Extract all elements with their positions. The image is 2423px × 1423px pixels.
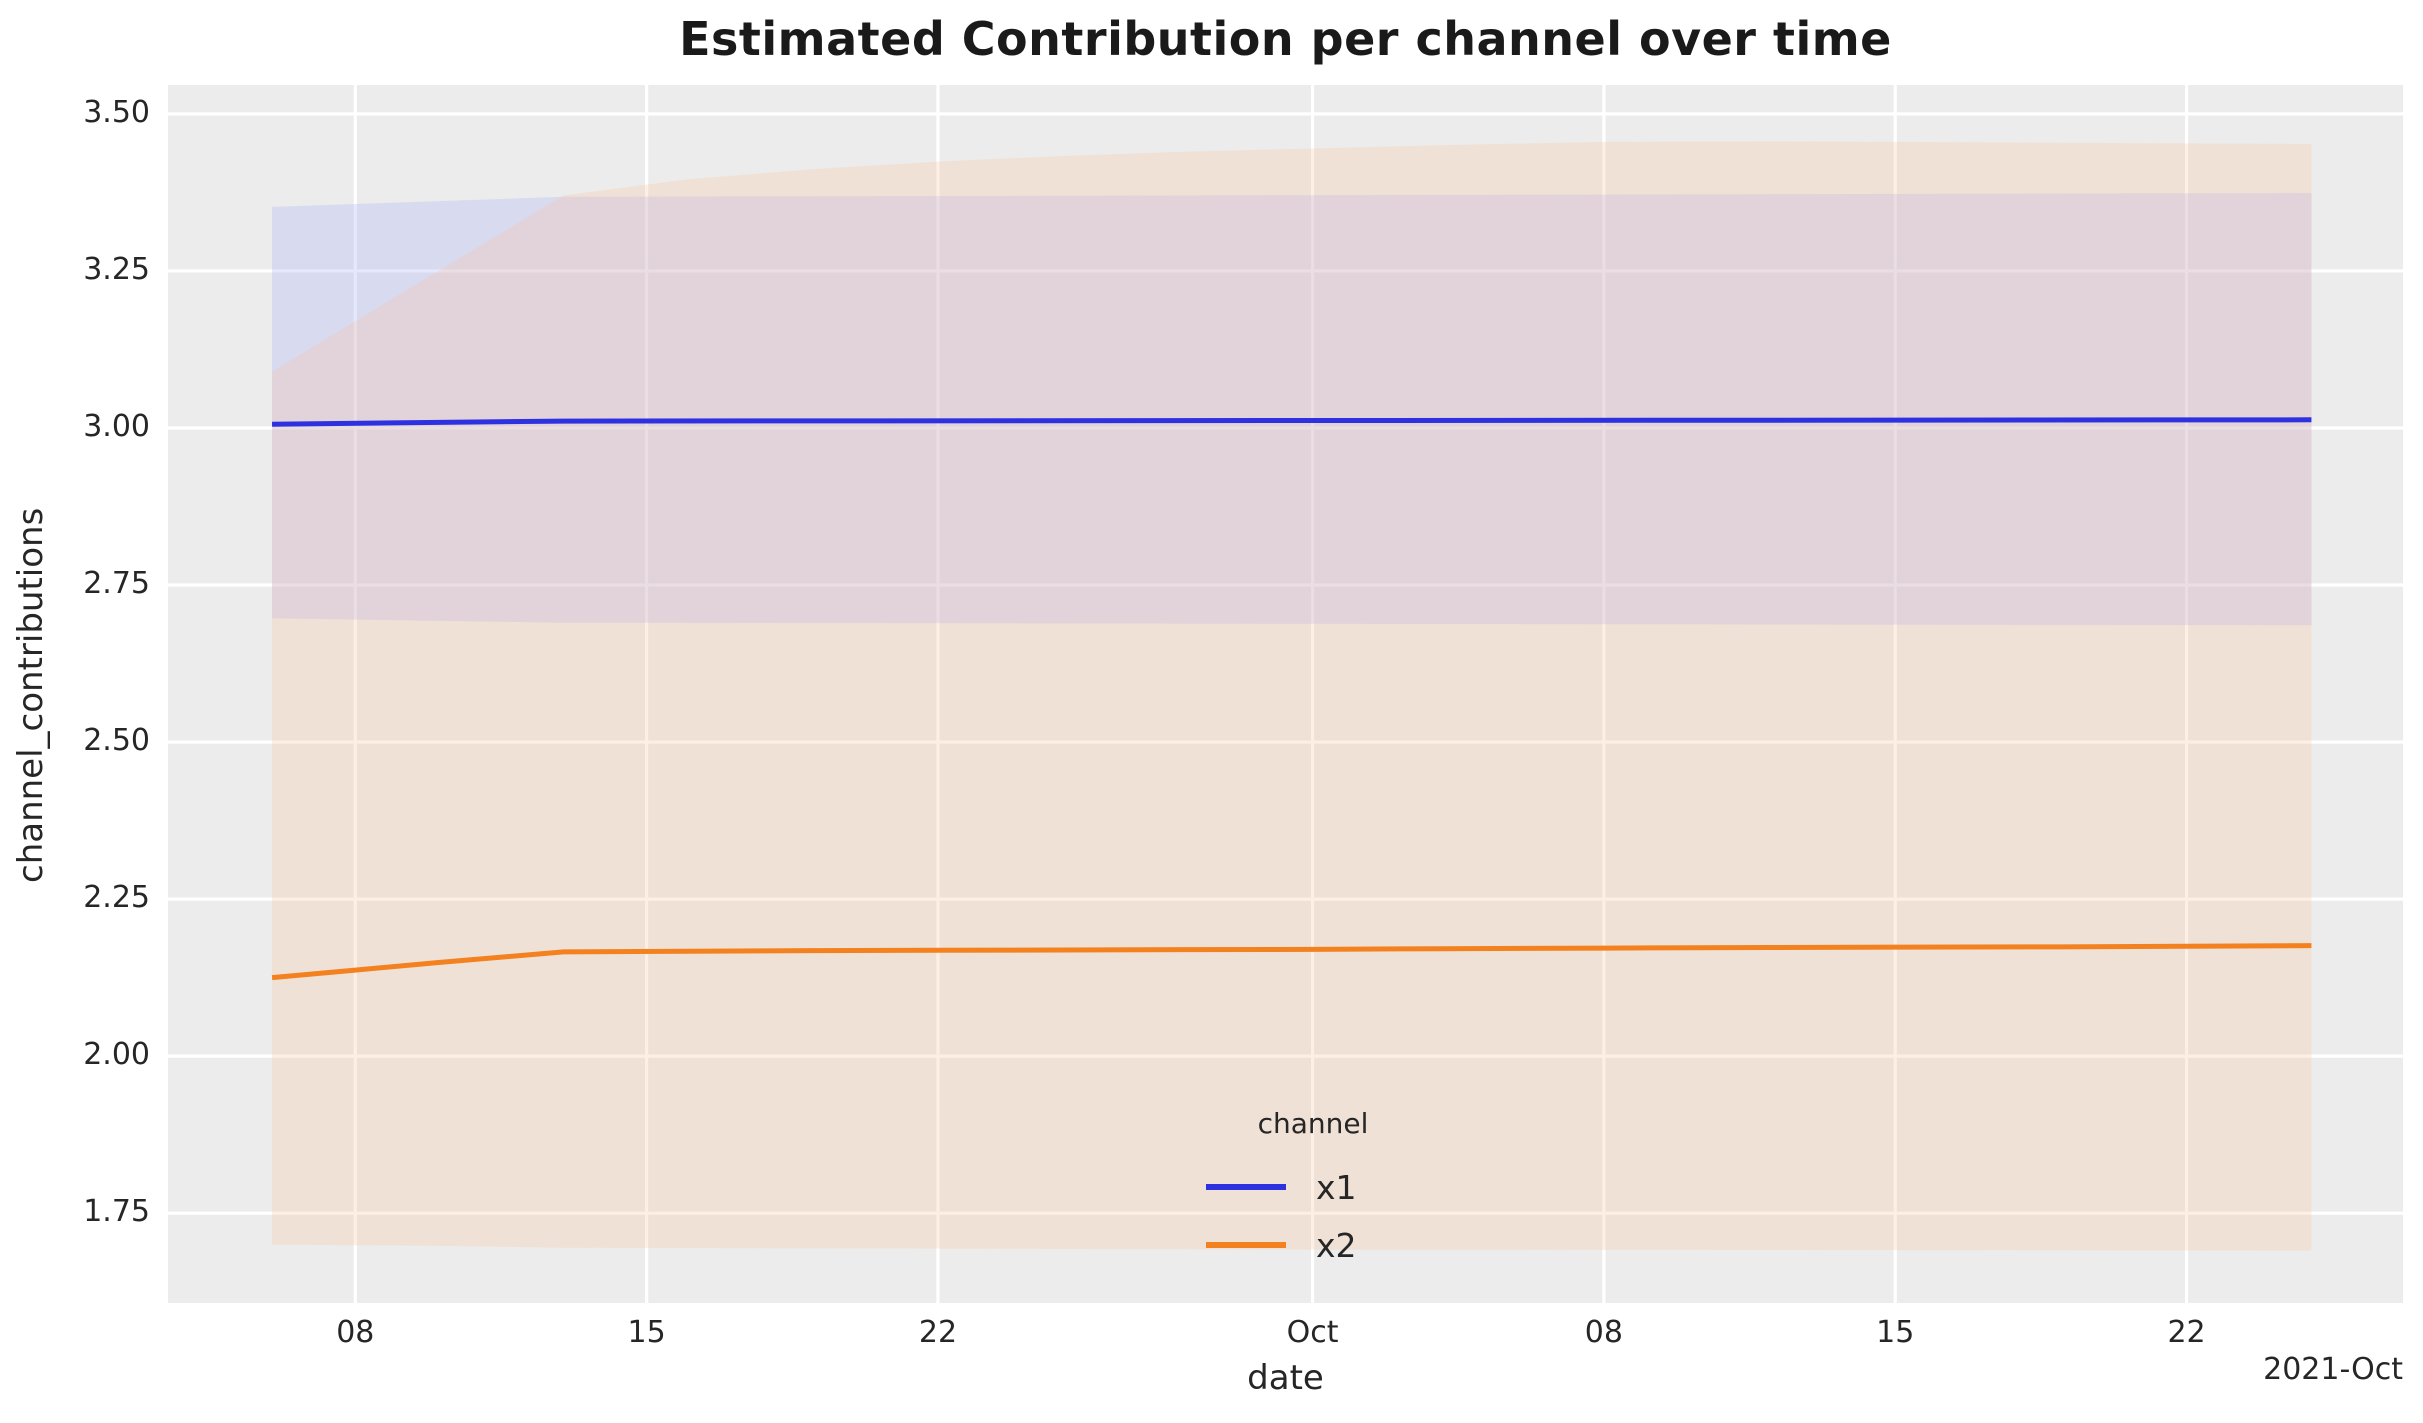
y-tick-label: 3.25 [83,251,150,287]
y-tick-label: 1.75 [83,1194,150,1230]
hdi-band-x1 [272,193,2312,626]
x-tick-label: Oct [1286,1315,1339,1350]
x-axis-offset-label: 2021-Oct [2263,1352,2403,1387]
mean-line-x2 [271,943,2312,981]
x-tick-label: 08 [336,1315,375,1350]
legend-swatch-x2 [1206,1242,1286,1248]
legend-entry: x1 [1198,1158,1428,1216]
legend: channel x1 x2 [1198,1107,1428,1274]
legend-label: x1 [1316,1167,1357,1207]
y-tick-label: 3.00 [83,408,150,444]
hdi-band-x2 [272,141,2312,1251]
y-tick-label: 2.00 [83,1037,150,1073]
mean-line-x1 [272,417,2312,427]
legend-title: channel [1257,1107,1369,1140]
x-tick-label: 08 [1584,1315,1623,1350]
y-tick-label: 2.75 [83,566,150,601]
x-tick-label: 15 [1876,1315,1915,1350]
x-tick-label: 15 [627,1315,666,1350]
plot-canvas [168,85,2403,1303]
plot-area: channel x1 x2 [168,85,2403,1303]
legend-swatch-x1 [1206,1184,1286,1190]
chart-title: Estimated Contribution per channel over … [679,12,1892,66]
y-tick-label: 2.25 [83,880,150,916]
x-axis-label: date [1247,1358,1324,1398]
legend-label: x2 [1316,1225,1357,1265]
y-tick-label: 2.50 [83,723,150,759]
x-tick-label: 22 [2167,1315,2206,1350]
y-axis-label: channel_contributions [11,507,51,883]
y-tick-label: 3.50 [83,94,150,130]
legend-entries: x1 x2 [1198,1158,1428,1274]
x-tick-label: 22 [918,1315,958,1350]
legend-entry: x2 [1198,1216,1428,1274]
